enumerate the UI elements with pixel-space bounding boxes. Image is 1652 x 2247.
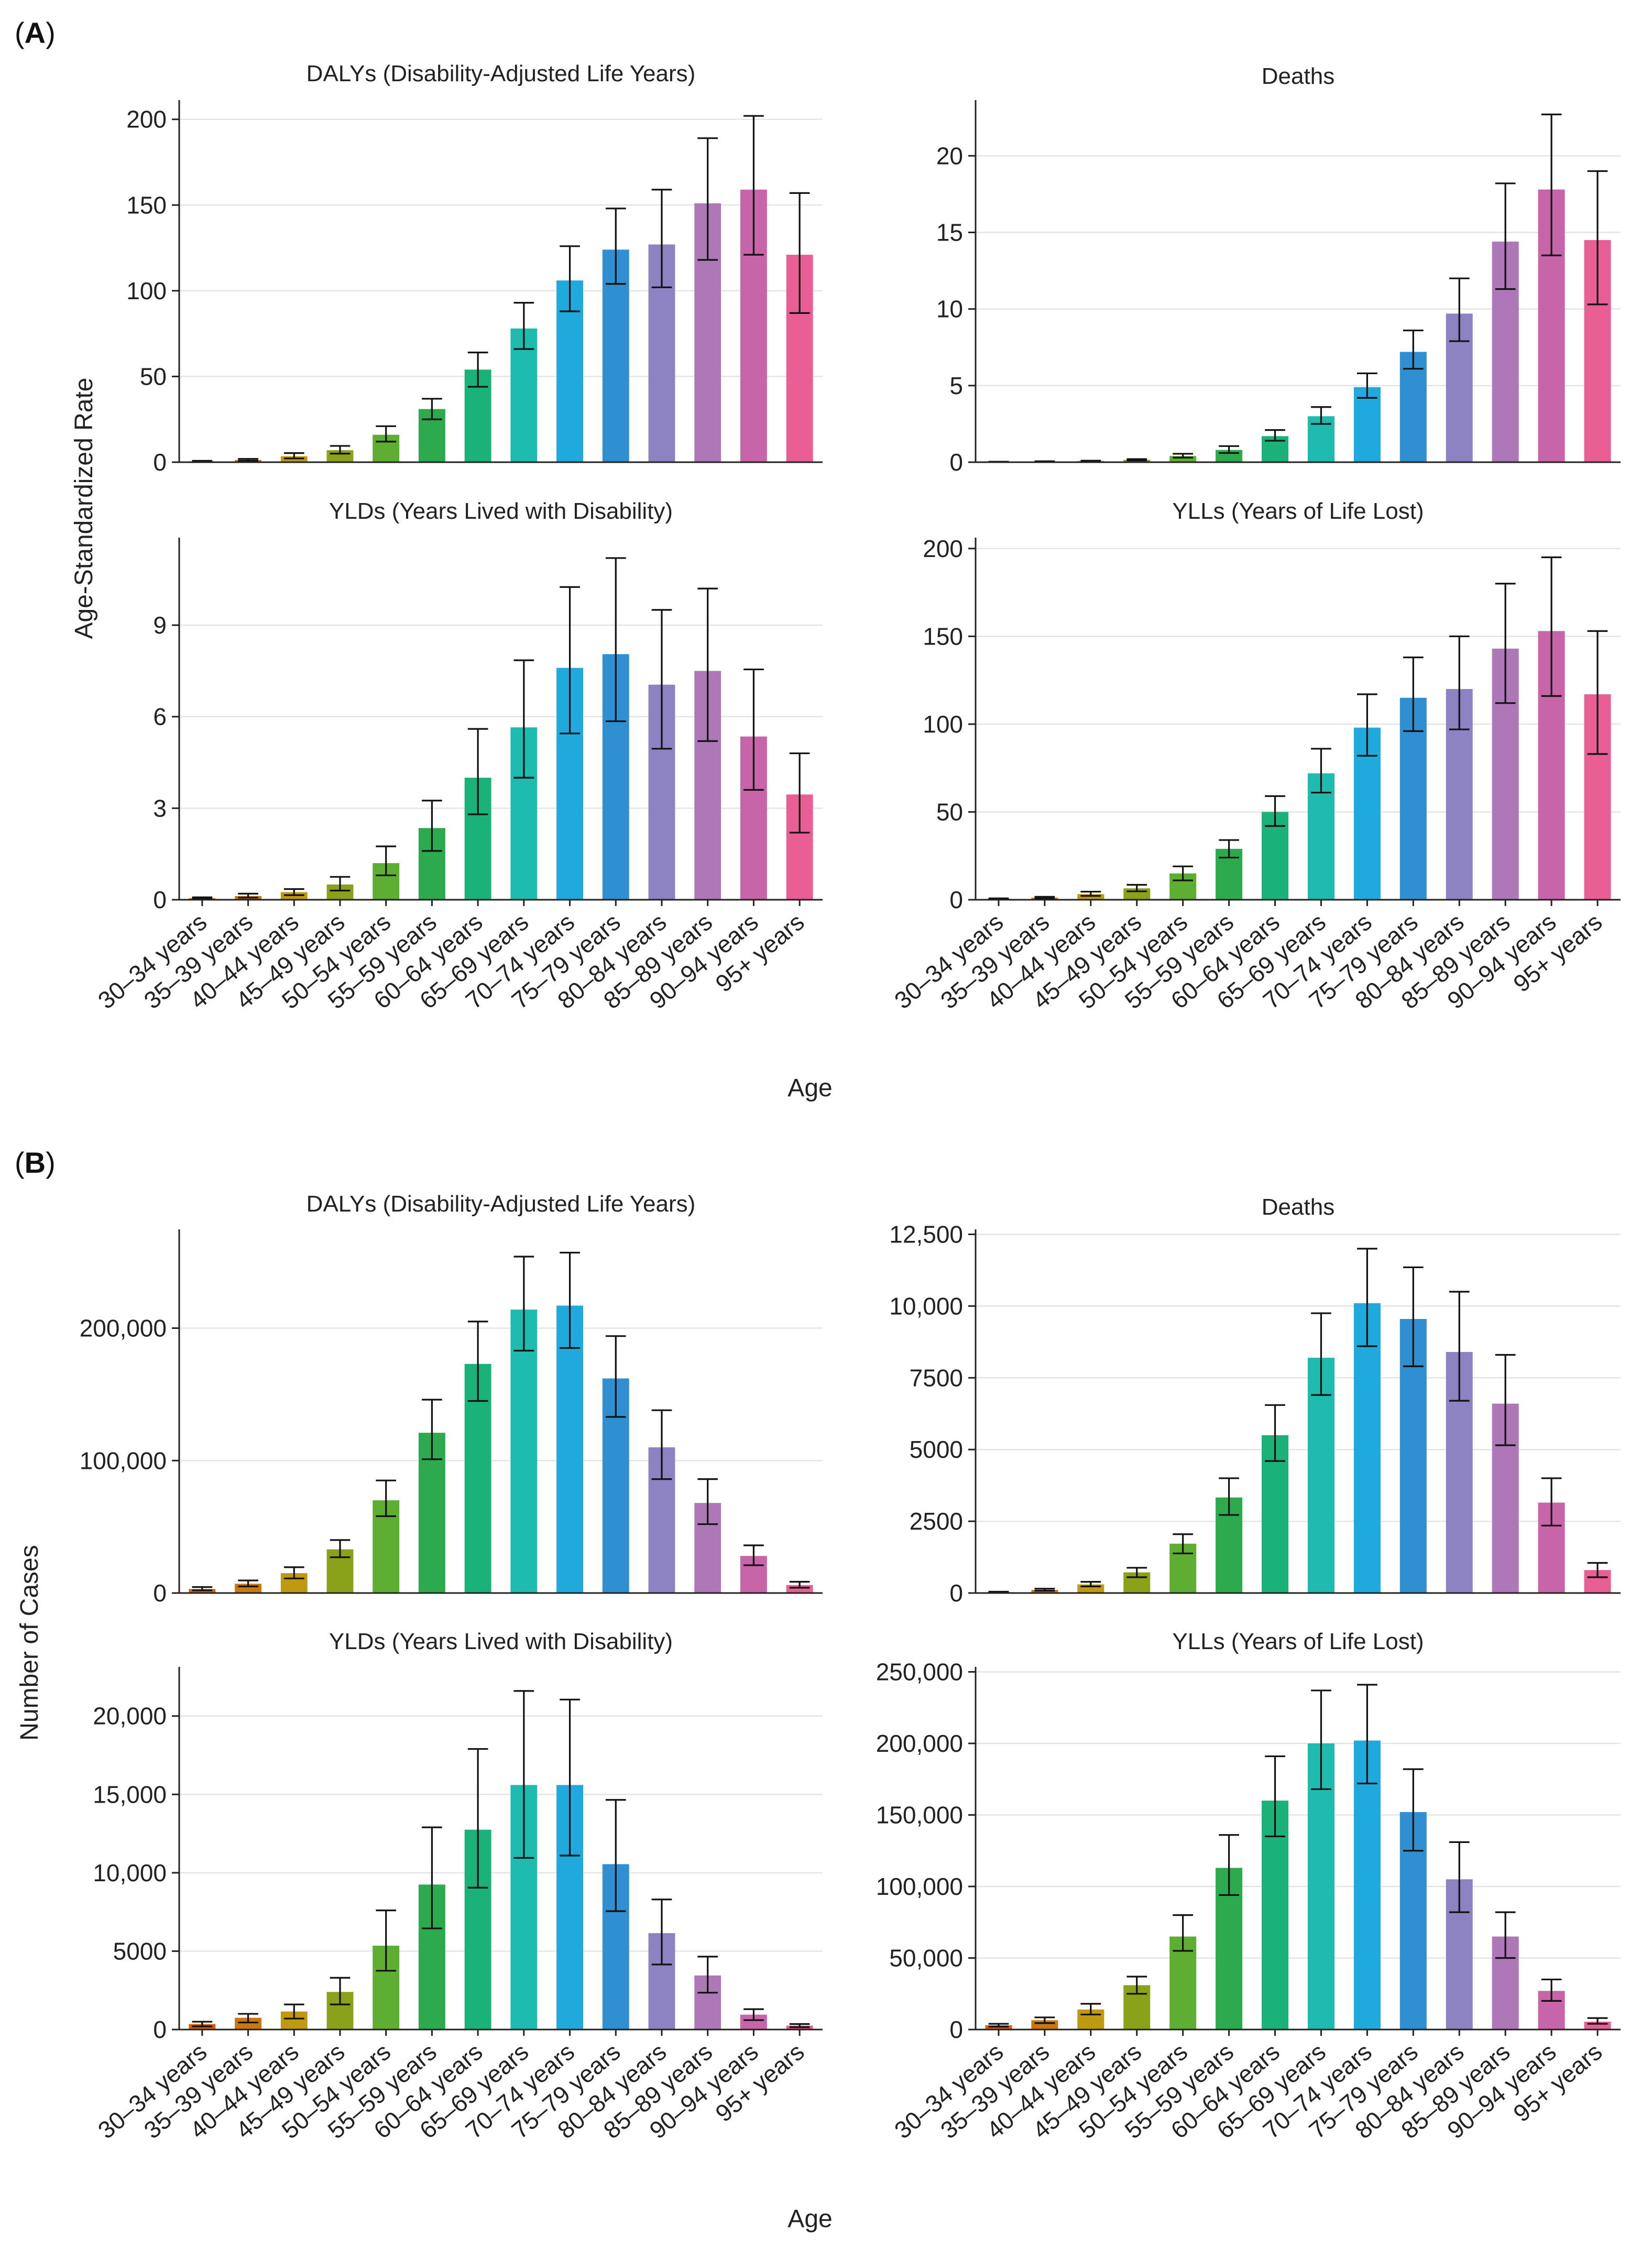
y-tick-label: 150,000 [876,1801,963,1828]
bar [1353,1740,1381,2030]
y-tick-label: 100,000 [876,1873,963,1900]
y-tick-label: 9 [153,612,167,639]
subplot-title: DALYs (Disability-Adjusted Life Years) [307,1191,696,1217]
y-tick-label: 5 [949,372,963,399]
subplot-a_deaths: Deaths 0 5 10 15 20 [936,63,1621,476]
y-tick-label: 150 [923,623,963,650]
y-tick-label: 15 [936,219,963,246]
y-tick-label: 10 [936,296,963,323]
y-tick-label: 0 [949,1579,963,1607]
bar [1169,456,1197,462]
y-tick-label: 0 [949,2016,963,2043]
x-axis-label-a: Age [787,1074,832,1102]
bar [1353,1303,1381,1593]
y-tick-label: 20,000 [93,1703,167,1730]
subplot-title: YLLs (Years of Life Lost) [1172,1629,1424,1654]
y-axis-label-b: Number of Cases [16,1545,43,1740]
x-axis-label-b: Age [787,2205,832,2233]
subplot-a_dalys: DALYs (Disability-Adjusted Life Years) 0 5… [126,61,823,476]
subplot-title: DALYs (Disability-Adjusted Life Years) [307,61,696,86]
y-tick-label: 6 [153,703,167,730]
subplot-title: YLDs (Years Lived with Disability) [329,498,673,524]
bar [510,1310,538,1593]
y-tick-label: 200,000 [876,1730,963,1757]
y-tick-label: 0 [153,2016,167,2043]
y-tick-label: 50,000 [889,1944,963,1971]
bar [556,1305,584,1593]
y-tick-label: 0 [153,886,167,913]
y-tick-label: 50 [936,798,963,825]
bar [602,249,629,462]
y-tick-label: 20 [936,142,963,169]
subplot-b_ylls: YLLs (Years of Life Lost) 0 50,000 100,000 1… [876,1629,1621,2144]
bar [510,328,538,462]
y-tick-label: 10,000 [93,1859,167,1886]
y-axis-label-a: Age-Standardized Rate [70,378,98,639]
bar [235,2017,262,2030]
bar [1307,1743,1334,2030]
y-tick-label: 7500 [910,1364,963,1391]
y-tick-label: 50 [140,363,167,390]
y-tick-label: 5000 [113,1937,167,1965]
panel-label-b: (B) [15,1146,56,1179]
y-tick-label: 250,000 [876,1658,963,1685]
y-tick-label: 100,000 [80,1447,167,1474]
y-tick-label: 200,000 [80,1315,167,1342]
subplot-a_ylds: YLDs (Years Lived with Disability)036930… [93,498,823,1014]
subplot-title: Deaths [1262,63,1334,89]
subplot-title: YLDs (Years Lived with Disability) [329,1629,673,1654]
y-tick-label: 150 [126,191,167,219]
y-tick-label: 2500 [910,1508,963,1535]
subplot-a_ylls: YLLs (Years of Life Lost)05010015020030–… [889,498,1621,1014]
bar [1307,1357,1334,1593]
y-tick-label: 3 [153,794,167,822]
bar [1262,1801,1289,2030]
y-tick-label: 100 [126,277,167,304]
bar [1399,352,1427,462]
bar [1169,1936,1197,2030]
y-tick-label: 0 [153,449,167,476]
y-tick-label: 5000 [910,1436,963,1463]
subplot-title: Deaths [1262,1194,1334,1220]
subplot-title: YLLs (Years of Life Lost) [1172,498,1424,524]
subplots: DALYs (Disability-Adjusted Life Years) 0 5… [80,61,1621,2144]
y-tick-label: 15,000 [93,1781,167,1808]
bar [1307,773,1334,900]
subplot-b_dalys: DALYs (Disability-Adjusted Life Years) 0 1… [80,1191,823,1607]
y-tick-label: 100 [923,711,963,738]
subplot-b_ylds: YLDs (Years Lived with Disability) 0 5000 1… [93,1629,823,2144]
y-tick-label: 10,000 [889,1292,963,1319]
bar [464,1364,491,1593]
y-tick-label: 12,500 [889,1220,963,1248]
subplot-b_deaths: Deaths 0 2500 5000 7500 10,000 12,500 [889,1194,1621,1607]
y-tick-label: 200 [923,535,963,562]
y-tick-label: 0 [153,1579,167,1607]
y-tick-label: 200 [126,106,167,133]
y-tick-label: 0 [949,886,963,913]
bar [1353,387,1381,462]
panel-label-a: (A) [15,16,56,49]
bar [1077,894,1104,900]
y-tick-label: 0 [949,449,963,476]
